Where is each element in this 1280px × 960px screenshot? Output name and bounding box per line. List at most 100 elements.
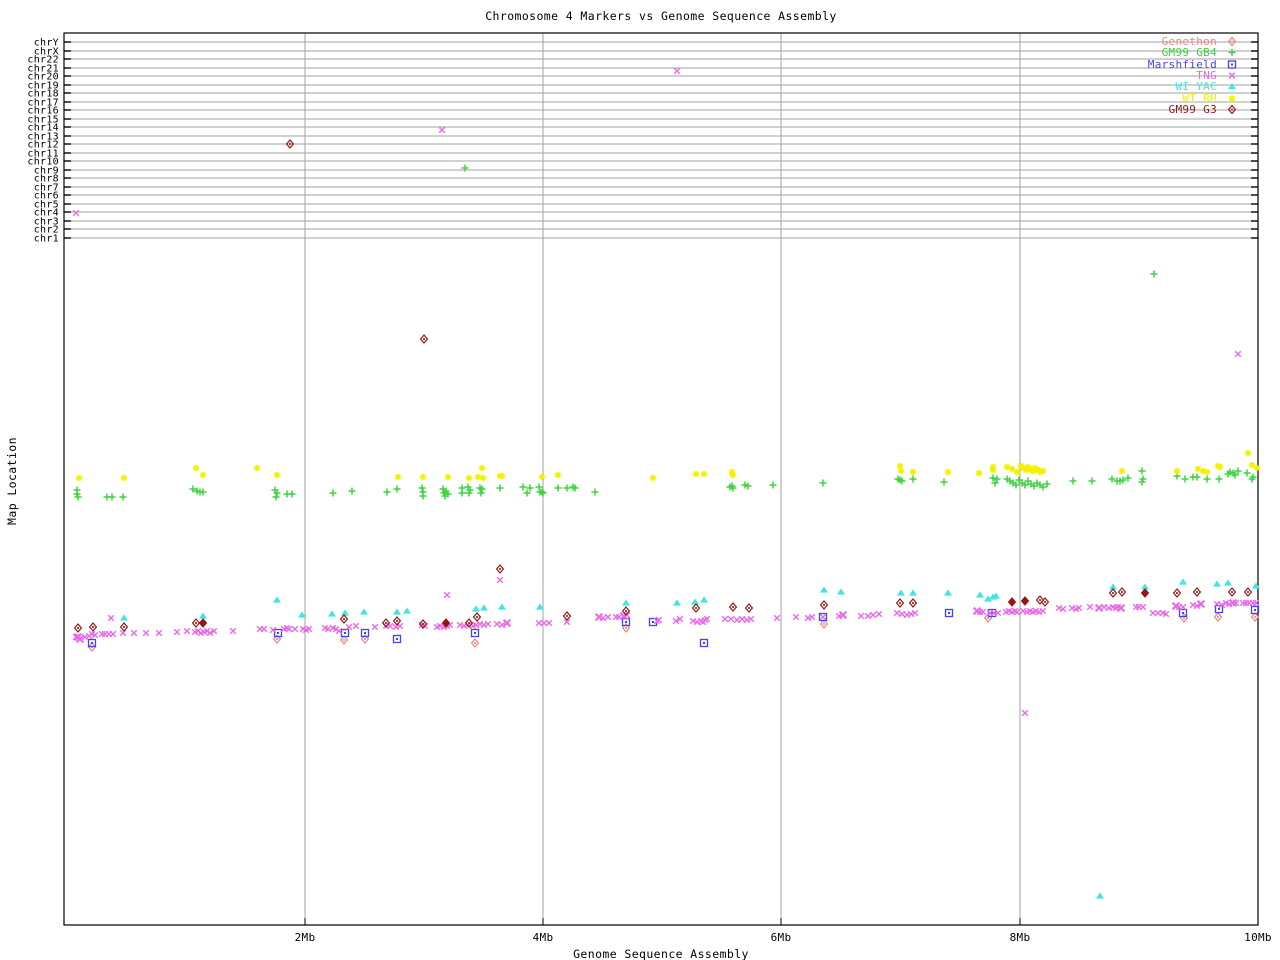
asterisk-marker: [692, 470, 700, 478]
diamond-dot-marker: [495, 564, 505, 574]
cross-marker: [194, 627, 202, 635]
square-dot-marker: [1178, 608, 1188, 618]
cross-marker: [911, 609, 919, 617]
diamond-dot-marker: [1227, 104, 1237, 115]
diamond-dot-marker: [272, 634, 282, 644]
plus-marker: [539, 489, 547, 497]
diamond-dot-marker: [474, 642, 476, 644]
asterisk-marker-icon: [1228, 94, 1236, 102]
square-dot-marker: [360, 628, 370, 638]
plus-marker: [729, 484, 737, 492]
triangle-marker: [328, 610, 336, 617]
plus-marker: [119, 493, 127, 501]
diamond-dot-marker: [385, 622, 387, 624]
diamond-dot-marker: [823, 623, 825, 625]
plus-marker: [272, 493, 280, 501]
plus-marker: [1119, 476, 1127, 484]
cross-marker: [203, 627, 211, 635]
cross-marker: [352, 622, 360, 630]
diamond-dot-marker: [88, 622, 98, 632]
diamond-dot-marker: [1227, 587, 1237, 597]
cross-marker: [335, 627, 343, 635]
triangle-marker: [992, 592, 1000, 599]
diamond-dot-marker: [92, 626, 94, 628]
diamond-dot-marker: [625, 627, 627, 629]
chromosome-label: chr21: [27, 64, 59, 75]
diamond-dot-marker: [1231, 108, 1233, 111]
diamond-dot-marker: [621, 606, 631, 616]
legend-label: GM99 GB4: [1161, 46, 1217, 60]
cross-marker: [733, 616, 741, 624]
cross-marker: [1094, 603, 1104, 613]
plus-marker: [478, 485, 486, 493]
diamond-dot-marker: [1254, 616, 1256, 618]
diamond-dot-marker: [87, 642, 97, 652]
chromosome-label: chr13: [27, 132, 59, 143]
plus-marker: [989, 474, 997, 482]
square-dot-marker: [87, 638, 97, 648]
triangle-marker: [1252, 582, 1260, 589]
diamond-dot-marker: [339, 614, 349, 624]
cross-marker: [1234, 350, 1242, 358]
plot-border: [63, 32, 1259, 926]
cross-marker: [155, 629, 163, 637]
cross-marker: [994, 609, 1002, 617]
plus-marker: [1069, 477, 1077, 485]
diamond-dot-marker: [1040, 597, 1050, 607]
plus-marker-icon: [1228, 49, 1236, 57]
plus-marker: [273, 489, 281, 497]
triangle-marker: [622, 599, 630, 606]
asterisk-marker: [975, 469, 983, 477]
cross-marker: [75, 634, 85, 644]
plus-marker: [571, 484, 579, 492]
cross-marker: [496, 576, 504, 584]
cross-marker: [1179, 603, 1187, 611]
chromosome-label: chr6: [34, 191, 59, 202]
plus-marker: [465, 489, 473, 497]
cross-marker: [107, 614, 115, 622]
square-dot-marker: [273, 628, 283, 638]
diamond-dot-marker: [472, 612, 482, 622]
triangle-marker: [700, 596, 708, 603]
asterisk-marker: [700, 470, 708, 478]
asterisk-marker: [1216, 463, 1224, 471]
cross-marker: [1100, 603, 1108, 611]
diamond-dot-marker: [908, 598, 918, 608]
asterisk-marker: [909, 468, 917, 476]
cross-marker: [1116, 603, 1126, 613]
asterisk-marker: [498, 472, 506, 480]
plus-marker: [519, 483, 527, 491]
asterisk-marker: [394, 473, 402, 481]
diamond-dot-marker: [1035, 595, 1045, 605]
cross-marker: [119, 629, 127, 637]
triangle-marker: [909, 589, 917, 596]
diamond-dot-marker: [364, 638, 366, 640]
square-dot-marker: [470, 628, 480, 638]
plus-marker: [523, 489, 531, 497]
asterisk-marker: [728, 468, 736, 476]
chromosome-label: chr10: [27, 157, 59, 168]
triangle-marker: [984, 595, 992, 602]
square-dot-marker: [625, 621, 627, 623]
cross-marker: [1086, 603, 1094, 611]
cross-marker: [838, 610, 848, 620]
diamond-dot-marker: [1039, 599, 1041, 601]
cross-marker: [979, 608, 987, 616]
diamond-dot-marker: [276, 638, 278, 640]
diamond-dot-marker: [1020, 596, 1030, 606]
asterisk-marker: [465, 474, 473, 482]
plus-marker: [393, 485, 401, 493]
chromosome-label: chr1: [34, 234, 59, 245]
diamond-dot-marker: [1196, 591, 1198, 593]
asterisk-marker: [273, 471, 281, 479]
plus-marker: [461, 164, 469, 172]
asterisk-marker: [1244, 449, 1252, 457]
asterisk-marker: [1026, 465, 1034, 473]
legend-label: Marshfield: [1147, 57, 1217, 71]
diamond-dot-marker: [1176, 592, 1178, 594]
square-dot-marker: [396, 638, 398, 640]
diamond-dot-marker: [562, 611, 572, 621]
cross-marker: [655, 616, 663, 624]
asterisk-marker: [1253, 464, 1261, 472]
